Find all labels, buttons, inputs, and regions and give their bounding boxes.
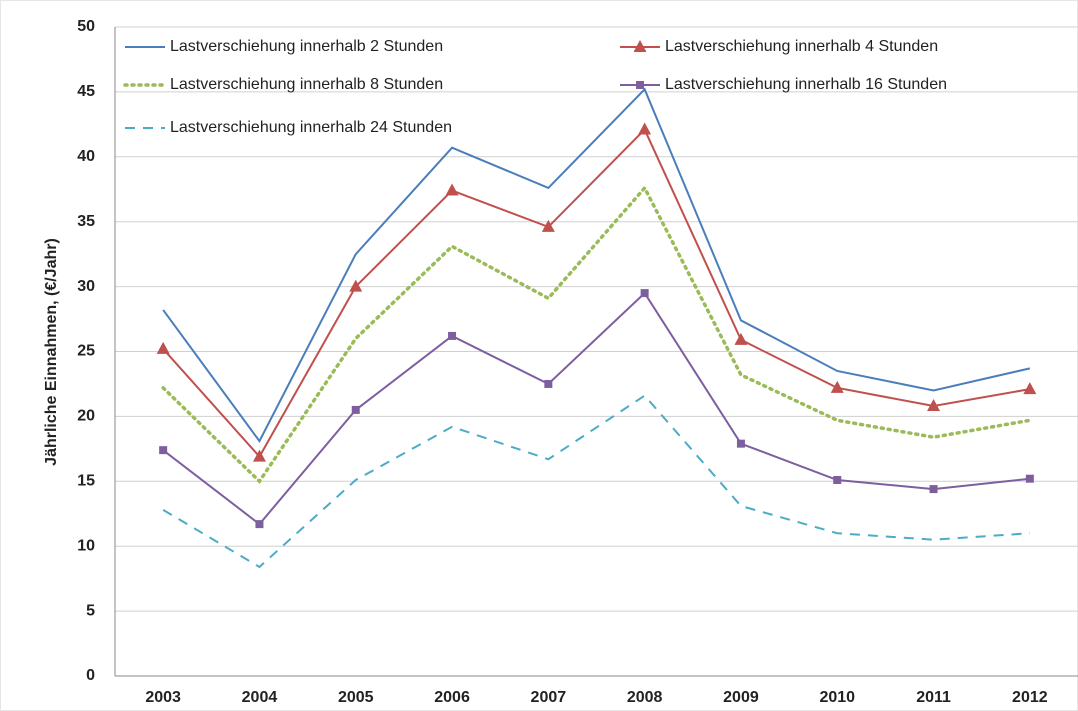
marker xyxy=(927,399,941,412)
marker xyxy=(1025,474,1034,483)
marker xyxy=(1023,382,1037,395)
legend-item: Lastverschiehung innerhalb 4 Stunden xyxy=(620,38,938,55)
legend-label: Lastverschiehung innerhalb 4 Stunden xyxy=(665,38,938,55)
y-tick-label: 15 xyxy=(77,473,95,490)
marker xyxy=(638,122,652,135)
x-tick-label: 2008 xyxy=(627,689,663,706)
y-tick-label: 35 xyxy=(77,213,95,230)
y-tick-label: 45 xyxy=(77,83,95,100)
y-tick-label: 5 xyxy=(86,602,95,619)
legend-label: Lastverschiehung innerhalb 24 Stunden xyxy=(170,119,452,136)
y-tick-label: 50 xyxy=(77,18,95,35)
marker xyxy=(445,183,459,196)
y-tick-label: 25 xyxy=(77,343,95,360)
marker xyxy=(252,449,266,462)
marker xyxy=(156,341,170,354)
marker xyxy=(544,379,553,388)
marker xyxy=(640,289,649,298)
x-tick-label: 2006 xyxy=(434,689,470,706)
y-tick-label: 10 xyxy=(77,537,95,554)
x-tick-label: 2003 xyxy=(145,689,181,706)
series-line xyxy=(162,291,1030,526)
marker xyxy=(159,446,168,455)
y-tick-label: 20 xyxy=(77,408,95,425)
legend-item: Lastverschiehung innerhalb 2 Stunden xyxy=(125,38,443,55)
marker xyxy=(636,81,644,89)
marker xyxy=(349,279,363,292)
marker xyxy=(929,485,938,494)
marker xyxy=(633,40,647,52)
y-tick-label: 40 xyxy=(77,148,95,165)
legend-label: Lastverschiehung innerhalb 16 Stunden xyxy=(665,76,947,93)
marker xyxy=(351,405,360,414)
marker xyxy=(541,219,555,232)
legend-label: Lastverschiehung innerhalb 2 Stunden xyxy=(170,38,443,55)
legend-item: Lastverschiehung innerhalb 24 Stunden xyxy=(125,119,452,136)
series-line xyxy=(162,394,1030,569)
x-tick-label: 2010 xyxy=(819,689,855,706)
x-tick-label: 2004 xyxy=(242,689,278,706)
series-line xyxy=(162,127,1031,459)
legend-label: Lastverschiehung innerhalb 8 Stunden xyxy=(170,76,443,93)
y-axis-label: Jährliche Einnahmen, (€/Jahr) xyxy=(43,238,60,466)
x-tick-label: 2009 xyxy=(723,689,759,706)
y-tick-label: 30 xyxy=(77,278,95,295)
marker xyxy=(734,332,748,345)
x-tick-label: 2007 xyxy=(531,689,567,706)
marker xyxy=(736,439,745,448)
x-tick-label: 2012 xyxy=(1012,689,1048,706)
marker xyxy=(255,520,264,529)
series-line xyxy=(162,87,1031,443)
legend-item: Lastverschiehung innerhalb 8 Stunden xyxy=(123,76,443,93)
legend-item: Lastverschiehung innerhalb 16 Stunden xyxy=(620,76,947,93)
x-tick-label: 2011 xyxy=(916,689,951,706)
marker xyxy=(833,476,842,485)
x-tick-label: 2005 xyxy=(338,689,374,706)
marker xyxy=(830,380,844,393)
marker xyxy=(448,331,457,340)
series-line xyxy=(161,184,1032,485)
y-tick-label: 0 xyxy=(86,667,95,684)
